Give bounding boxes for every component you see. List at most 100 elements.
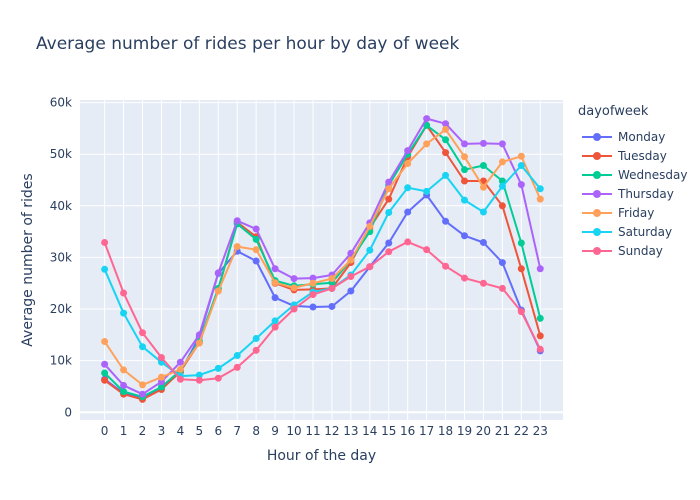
data-point[interactable] xyxy=(461,274,469,282)
data-point[interactable] xyxy=(290,305,298,313)
legend-item-monday[interactable]: Monday xyxy=(578,127,687,146)
data-point[interactable] xyxy=(479,183,487,191)
data-point[interactable] xyxy=(385,209,393,217)
data-point[interactable] xyxy=(252,235,260,243)
data-point[interactable] xyxy=(442,120,450,128)
data-point[interactable] xyxy=(536,195,544,203)
data-point[interactable] xyxy=(214,269,222,277)
data-point[interactable] xyxy=(461,196,469,204)
data-point[interactable] xyxy=(252,334,260,342)
data-point[interactable] xyxy=(328,275,336,283)
data-point[interactable] xyxy=(385,195,393,203)
data-point[interactable] xyxy=(233,351,241,359)
data-point[interactable] xyxy=(101,360,109,368)
data-point[interactable] xyxy=(120,388,128,396)
data-point[interactable] xyxy=(517,152,525,160)
data-point[interactable] xyxy=(461,166,469,174)
data-point[interactable] xyxy=(139,329,147,337)
data-point[interactable] xyxy=(385,185,393,193)
data-point[interactable] xyxy=(157,373,165,381)
data-point[interactable] xyxy=(271,279,279,287)
data-point[interactable] xyxy=(271,323,279,331)
data-point[interactable] xyxy=(498,177,506,185)
legend-item-saturday[interactable]: Saturday xyxy=(578,222,687,241)
data-point[interactable] xyxy=(404,238,412,246)
data-point[interactable] xyxy=(404,147,412,155)
data-point[interactable] xyxy=(120,366,128,374)
data-point[interactable] xyxy=(498,140,506,148)
data-point[interactable] xyxy=(517,308,525,316)
data-point[interactable] xyxy=(442,125,450,133)
data-point[interactable] xyxy=(498,182,506,190)
data-point[interactable] xyxy=(328,284,336,292)
data-point[interactable] xyxy=(404,208,412,216)
data-point[interactable] xyxy=(461,140,469,148)
data-point[interactable] xyxy=(214,364,222,372)
data-point[interactable] xyxy=(101,238,109,246)
data-point[interactable] xyxy=(442,149,450,157)
data-point[interactable] xyxy=(423,246,431,254)
data-point[interactable] xyxy=(101,376,109,384)
data-point[interactable] xyxy=(366,263,374,271)
data-point[interactable] xyxy=(479,139,487,147)
data-point[interactable] xyxy=(366,246,374,254)
data-point[interactable] xyxy=(309,279,317,287)
data-point[interactable] xyxy=(461,153,469,161)
data-point[interactable] xyxy=(271,294,279,302)
data-point[interactable] xyxy=(271,265,279,273)
data-point[interactable] xyxy=(498,202,506,210)
data-point[interactable] xyxy=(536,332,544,340)
data-point[interactable] xyxy=(271,317,279,325)
data-point[interactable] xyxy=(479,279,487,287)
data-point[interactable] xyxy=(120,309,128,317)
data-point[interactable] xyxy=(479,208,487,216)
data-point[interactable] xyxy=(101,338,109,346)
data-point[interactable] xyxy=(536,314,544,322)
data-point[interactable] xyxy=(347,287,355,295)
data-point[interactable] xyxy=(328,302,336,310)
data-point[interactable] xyxy=(442,262,450,270)
data-point[interactable] xyxy=(120,381,128,389)
data-point[interactable] xyxy=(139,343,147,351)
data-point[interactable] xyxy=(214,374,222,382)
data-point[interactable] xyxy=(157,354,165,362)
data-point[interactable] xyxy=(517,239,525,247)
data-point[interactable] xyxy=(101,265,109,273)
data-point[interactable] xyxy=(195,339,203,347)
data-point[interactable] xyxy=(139,381,147,389)
data-point[interactable] xyxy=(176,358,184,366)
data-point[interactable] xyxy=(536,345,544,353)
data-point[interactable] xyxy=(309,291,317,299)
data-point[interactable] xyxy=(385,178,393,186)
data-point[interactable] xyxy=(176,365,184,373)
data-point[interactable] xyxy=(347,273,355,281)
data-point[interactable] xyxy=(385,248,393,256)
data-point[interactable] xyxy=(290,275,298,283)
data-point[interactable] xyxy=(517,181,525,189)
data-point[interactable] xyxy=(290,284,298,292)
data-point[interactable] xyxy=(214,287,222,295)
data-point[interactable] xyxy=(461,232,469,240)
data-point[interactable] xyxy=(385,239,393,247)
data-point[interactable] xyxy=(404,184,412,192)
data-point[interactable] xyxy=(252,257,260,265)
data-point[interactable] xyxy=(252,346,260,354)
data-point[interactable] xyxy=(347,256,355,264)
legend-item-tuesday[interactable]: Tuesday xyxy=(578,146,687,165)
data-point[interactable] xyxy=(233,217,241,225)
data-point[interactable] xyxy=(498,284,506,292)
data-point[interactable] xyxy=(233,243,241,251)
data-point[interactable] xyxy=(309,303,317,311)
data-point[interactable] xyxy=(498,158,506,166)
data-point[interactable] xyxy=(176,375,184,383)
data-point[interactable] xyxy=(366,222,374,230)
data-point[interactable] xyxy=(423,140,431,148)
data-point[interactable] xyxy=(157,383,165,391)
data-point[interactable] xyxy=(479,162,487,170)
data-point[interactable] xyxy=(139,390,147,398)
data-point[interactable] xyxy=(195,376,203,384)
data-point[interactable] xyxy=(101,369,109,377)
legend-item-wednesday[interactable]: Wednesday xyxy=(578,165,687,184)
data-point[interactable] xyxy=(461,177,469,185)
data-point[interactable] xyxy=(423,121,431,129)
